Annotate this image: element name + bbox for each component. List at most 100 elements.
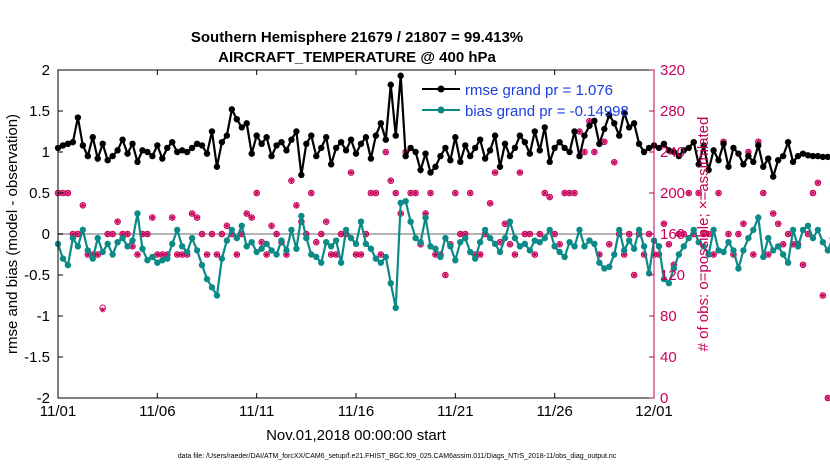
- obs-assimilated-point: [139, 231, 146, 237]
- obs-assimilated-point: [432, 251, 439, 258]
- bias-point: [392, 304, 399, 311]
- bias-point: [308, 251, 315, 258]
- bias-point: [139, 245, 146, 252]
- bias-point: [824, 247, 830, 254]
- bias-point: [680, 243, 687, 250]
- rmse-point: [501, 140, 509, 147]
- obs-assimilated-point: [144, 231, 150, 237]
- bias-point: [536, 239, 543, 246]
- rmse-point: [198, 142, 206, 149]
- bias-point: [357, 218, 365, 225]
- rmse-point: [819, 153, 827, 161]
- obs-assimilated-point: [80, 202, 86, 208]
- obs-assimilated-point: [656, 251, 662, 258]
- rmse-point: [407, 144, 414, 152]
- obs-possible-point: [660, 220, 668, 228]
- obs-possible-point: [288, 177, 295, 184]
- bias-point: [164, 255, 171, 262]
- bias-point: [198, 261, 206, 269]
- bias-point: [521, 240, 529, 248]
- rmse-point: [625, 124, 633, 131]
- obs-assimilated-point: [134, 251, 141, 258]
- obs-assimilated-point: [65, 190, 71, 196]
- rmse-point: [169, 138, 176, 146]
- x-tick-label: 11/11: [239, 403, 274, 420]
- x-tick-label: 11/16: [338, 403, 374, 420]
- bias-point: [407, 218, 414, 225]
- obs-assimilated-point: [229, 231, 235, 237]
- obs-possible-point: [168, 214, 176, 221]
- bias-point: [144, 257, 151, 264]
- bias-point: [765, 234, 772, 242]
- rmse-point: [213, 163, 221, 170]
- obs-possible-point: [581, 148, 588, 156]
- rmse-point: [601, 125, 608, 133]
- bias-point: [104, 240, 111, 248]
- obs-assimilated-point: [353, 251, 359, 258]
- obs-assimilated-point: [363, 231, 369, 237]
- bias-point: [238, 222, 245, 229]
- obs-assimilated-point: [209, 231, 215, 237]
- obs-assimilated-point: [765, 251, 771, 258]
- rmse-point: [551, 144, 558, 152]
- rmse-point: [680, 147, 687, 154]
- obs-possible-point: [243, 210, 251, 217]
- bias-point: [362, 240, 370, 248]
- bias-point: [342, 226, 350, 234]
- rmse-point: [809, 152, 817, 160]
- obs-assimilated-point: [333, 251, 339, 258]
- bias-point: [705, 251, 712, 258]
- y2-tick-label: 200: [660, 185, 685, 202]
- obs-possible-point: [392, 189, 400, 197]
- y2-tick-label: 240: [660, 144, 685, 161]
- rmse-point: [571, 128, 578, 135]
- obs-possible-point: [248, 214, 255, 221]
- rmse-point: [476, 136, 484, 143]
- obs-assimilated-point: [124, 231, 131, 237]
- obs-possible-point: [625, 230, 633, 238]
- rmse-point: [770, 173, 777, 180]
- rmse-point: [89, 134, 96, 141]
- obs-assimilated-point: [388, 178, 394, 184]
- bias-point: [193, 247, 201, 254]
- bias-point: [84, 247, 92, 254]
- rmse-point: [670, 148, 678, 156]
- bias-point: [814, 226, 822, 234]
- rmse-point: [323, 134, 330, 141]
- obs-assimilated-point: [507, 241, 513, 247]
- bias-point: [452, 257, 459, 264]
- bias-point: [293, 245, 300, 252]
- bias-point: [695, 239, 702, 246]
- y2-tick-label: 0: [660, 390, 668, 407]
- obs-assimilated-point: [666, 241, 672, 247]
- obs-assimilated-point: [244, 210, 250, 217]
- obs-assimilated-point: [373, 190, 379, 196]
- obs-assimilated-point: [706, 231, 712, 237]
- obs-assimilated-point: [452, 190, 458, 196]
- bias-point: [278, 237, 285, 244]
- obs-assimilated-point: [442, 272, 448, 278]
- bias-point: [784, 259, 792, 266]
- bias-point: [457, 239, 464, 246]
- obs-assimilated-point: [641, 251, 647, 258]
- rmse-point: [462, 142, 469, 149]
- bias-point: [606, 263, 613, 270]
- rmse-point: [84, 152, 92, 160]
- obs-possible-point: [824, 394, 830, 402]
- bias-point: [556, 248, 563, 256]
- obs-assimilated-point: [586, 118, 593, 124]
- rmse-point: [352, 150, 360, 157]
- rmse-point: [362, 134, 370, 141]
- obs-assimilated-point: [224, 223, 230, 229]
- rmse-point: [779, 152, 787, 160]
- bias-point: [730, 247, 737, 254]
- obs-possible-point: [735, 230, 742, 238]
- bias-point: [79, 226, 87, 234]
- obs-possible-point: [541, 189, 549, 197]
- obs-assimilated-point: [517, 169, 523, 176]
- obs-assimilated-point: [413, 190, 419, 196]
- bias-point: [660, 275, 668, 283]
- rmse-point: [263, 134, 270, 141]
- bias-point: [64, 261, 72, 269]
- rmse-point: [591, 117, 598, 125]
